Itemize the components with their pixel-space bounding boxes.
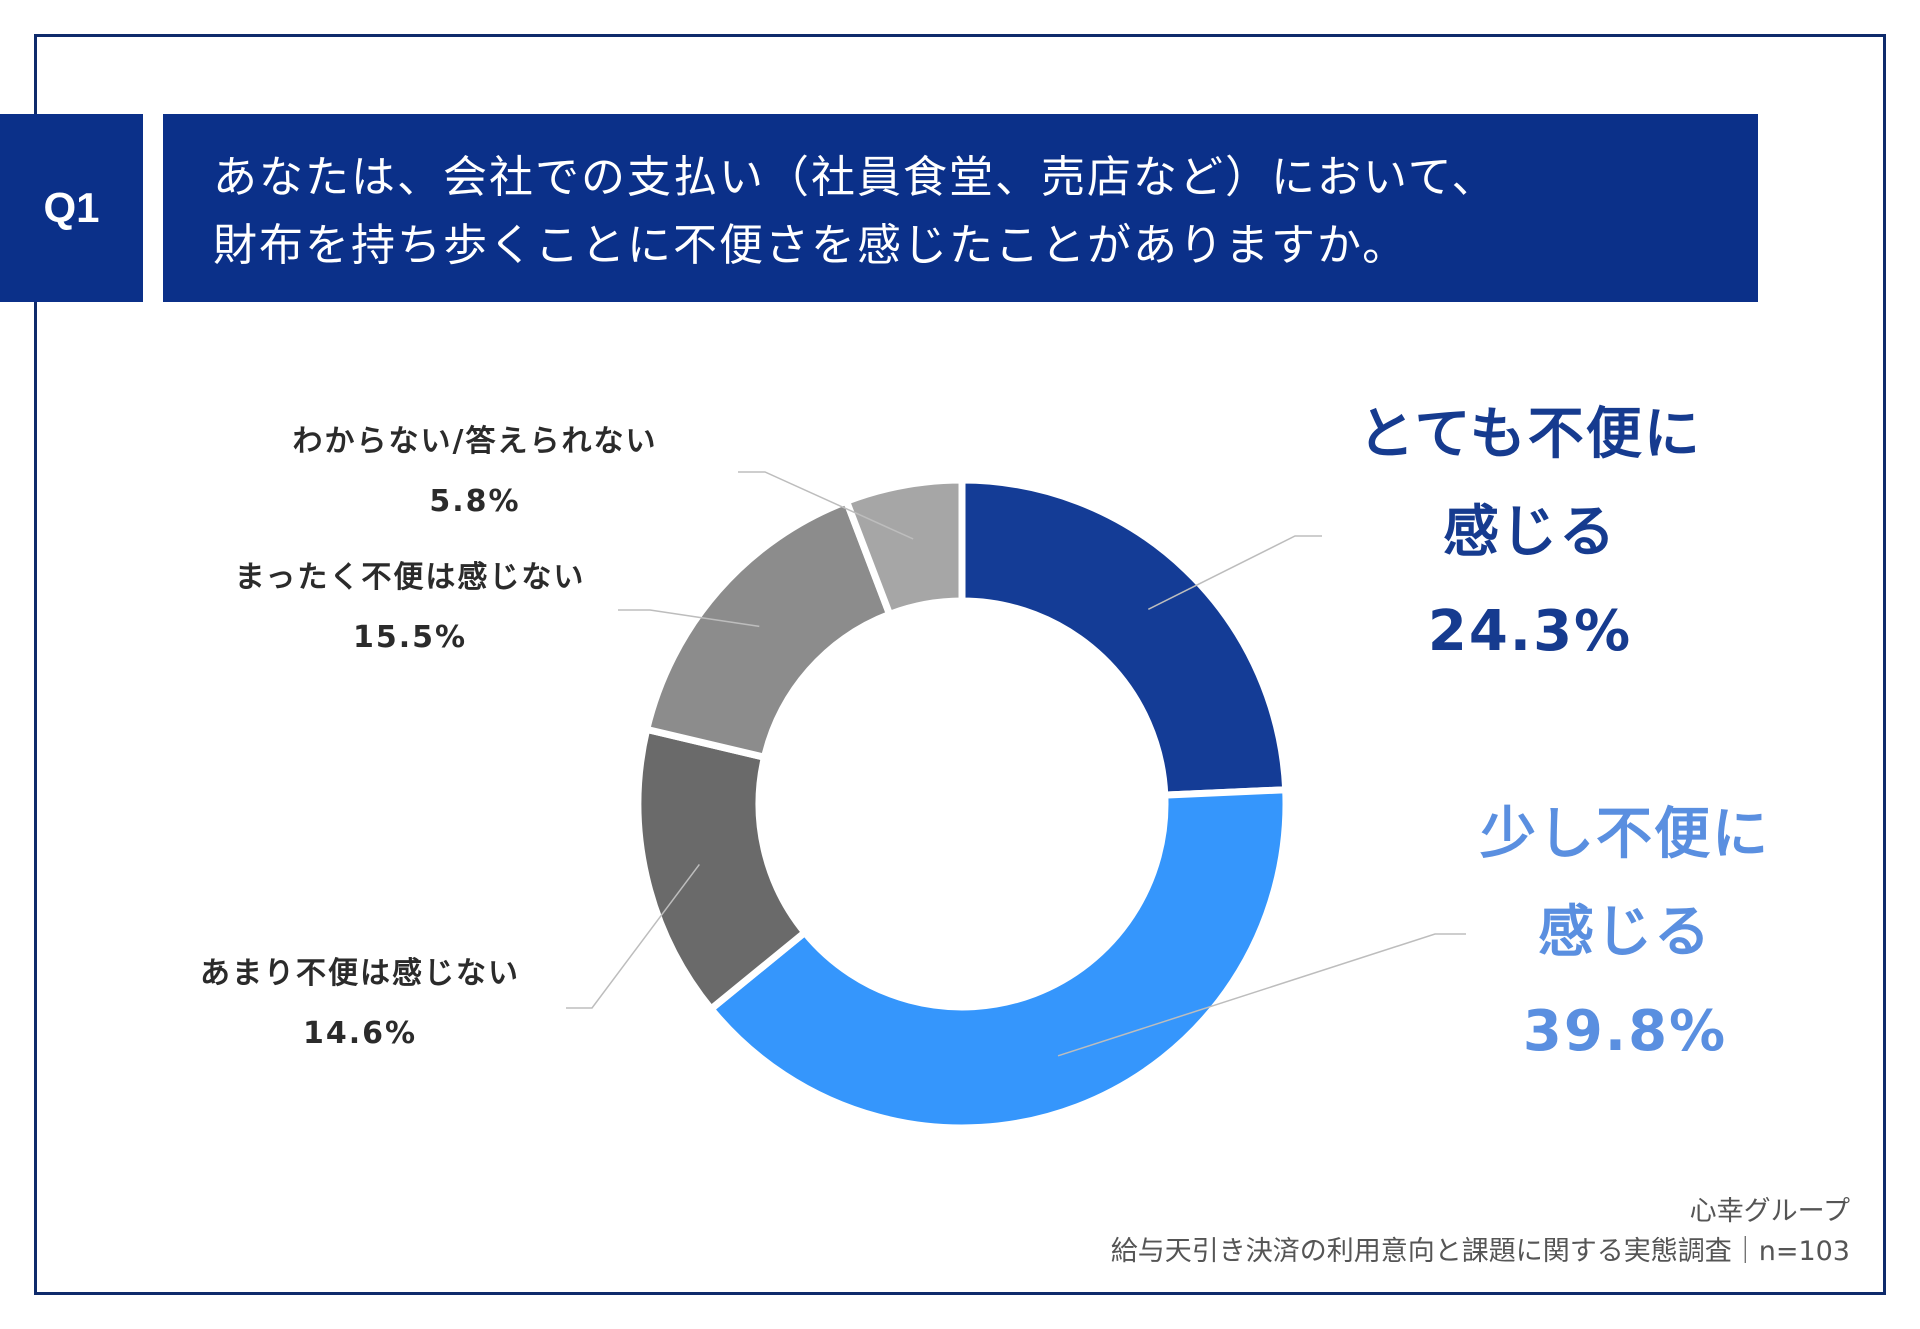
source-survey: 給与天引き決済の利用意向と課題に関する実態調査｜n=103 <box>1110 1236 1850 1267</box>
donut-slice-3 <box>642 496 895 762</box>
donut-slice-4 <box>842 476 966 619</box>
source-org: 心幸グループ <box>1689 1196 1850 1227</box>
source-note: 心幸グループ 給与天引き決済の利用意向と課題に関する実態調査｜n=103 <box>1111 1192 1850 1272</box>
label-not-at-all: まったく不便は感じない 15.5% <box>190 548 630 668</box>
question-badge: Q1 <box>0 114 143 302</box>
leader-line-3 <box>618 609 760 628</box>
label-very-inconvenient: とても不便に 感じる 24.3% <box>1340 386 1720 682</box>
label-dont-know: わからない/答えられない 5.8% <box>250 412 700 532</box>
leader-line-4 <box>738 471 914 540</box>
label-somewhat-inconvenient: 少し不便に 感じる 39.8% <box>1445 786 1805 1082</box>
leader-line-1 <box>1057 933 1466 1057</box>
label-dont-know-value: 5.8% <box>429 484 521 519</box>
label-not-at-all-name: まったく不便は感じない <box>234 560 586 595</box>
label-very-value: 24.3% <box>1427 599 1633 664</box>
question-line-2: 財布を持ち歩くことに不便さを感じたことがありますか。 <box>213 220 1409 271</box>
label-not-very-value: 14.6% <box>302 1016 418 1051</box>
leader-line-2 <box>566 863 700 1009</box>
label-not-very-name: あまり不便は感じない <box>200 956 520 991</box>
donut-slice-1 <box>706 786 1290 1132</box>
label-not-at-all-value: 15.5% <box>352 620 468 655</box>
label-dont-know-name: わからない/答えられない <box>292 424 658 459</box>
donut-slice-0 <box>958 476 1290 799</box>
question-banner: あなたは、会社での支払い（社員食堂、売店など）において、 財布を持ち歩くことに不… <box>163 114 1758 302</box>
label-not-very: あまり不便は感じない 14.6% <box>160 944 560 1064</box>
label-very-name-1: とても不便に <box>1358 402 1702 467</box>
label-somewhat-value: 39.8% <box>1522 999 1728 1064</box>
label-somewhat-name-1: 少し不便に <box>1480 802 1770 867</box>
chart-frame <box>34 34 1886 1295</box>
label-very-name-2: 感じる <box>1443 500 1617 565</box>
question-line-1: あなたは、会社での支払い（社員食堂、売店など）において、 <box>213 152 1498 203</box>
leader-line-0 <box>1147 535 1322 610</box>
label-somewhat-name-2: 感じる <box>1538 900 1712 965</box>
